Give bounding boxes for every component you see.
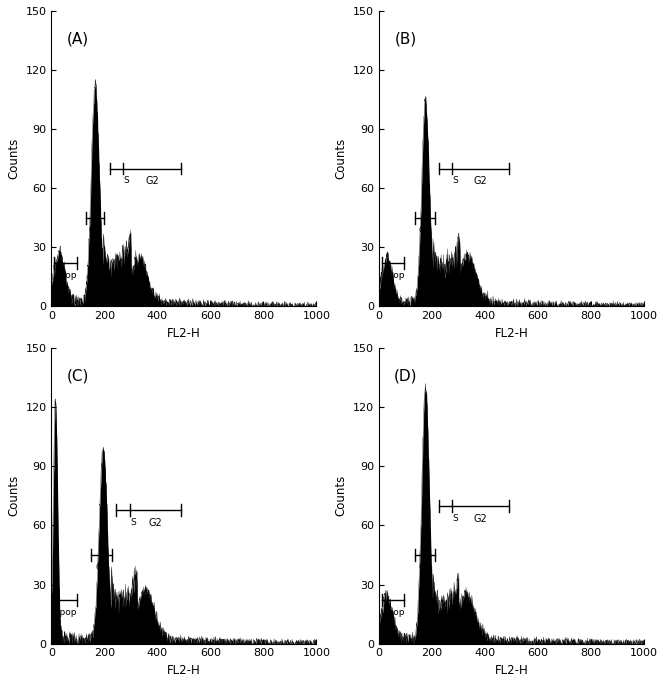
X-axis label: FL2-H: FL2-H bbox=[495, 664, 529, 677]
Text: apop: apop bbox=[55, 271, 77, 280]
Text: G1: G1 bbox=[418, 226, 431, 235]
X-axis label: FL2-H: FL2-H bbox=[167, 327, 201, 340]
Text: S: S bbox=[452, 514, 458, 523]
Text: G2: G2 bbox=[473, 514, 487, 523]
Text: G1: G1 bbox=[96, 563, 108, 572]
X-axis label: FL2-H: FL2-H bbox=[167, 664, 201, 677]
Text: S: S bbox=[452, 176, 458, 185]
Text: (C): (C) bbox=[66, 369, 89, 384]
Text: (A): (A) bbox=[67, 31, 89, 47]
Text: (B): (B) bbox=[394, 31, 417, 47]
X-axis label: FL2-H: FL2-H bbox=[495, 327, 529, 340]
Text: G2: G2 bbox=[473, 176, 487, 187]
Y-axis label: Counts: Counts bbox=[334, 138, 348, 179]
Text: apop: apop bbox=[382, 271, 405, 280]
Text: G1: G1 bbox=[418, 563, 431, 572]
Text: S: S bbox=[124, 176, 129, 185]
Y-axis label: Counts: Counts bbox=[7, 138, 20, 179]
Text: apop: apop bbox=[55, 608, 77, 617]
Text: G1: G1 bbox=[89, 226, 102, 235]
Text: (D): (D) bbox=[394, 369, 418, 384]
Text: S: S bbox=[130, 518, 136, 527]
Text: apop: apop bbox=[382, 608, 405, 617]
Y-axis label: Counts: Counts bbox=[334, 475, 348, 516]
Text: G2: G2 bbox=[148, 518, 162, 527]
Y-axis label: Counts: Counts bbox=[7, 475, 20, 516]
Text: G2: G2 bbox=[145, 176, 159, 187]
